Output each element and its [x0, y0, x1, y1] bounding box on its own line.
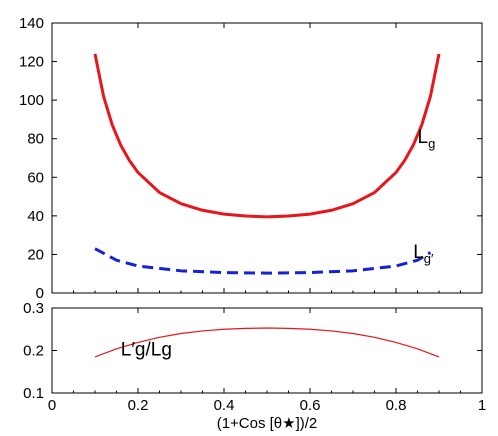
y-tick-label: 0.1: [23, 385, 44, 402]
bottom-panel: 0 0.2 0.4 0.6 0.8 1 0.1 0.2 0.3 L′g/Lg (1+Cos [θ★]…: [23, 300, 486, 432]
y-tick-label: 80: [27, 131, 44, 148]
series-label: Lg′: [413, 242, 434, 266]
y-tick-label: 60: [27, 169, 44, 186]
top-panel: 0 20 40 60 80 100 120 140 Lg Lg′: [19, 15, 483, 302]
series-line-0-1: [94, 247, 432, 275]
x-tick-label: 0.6: [300, 397, 321, 414]
x-tick-label: 0.2: [128, 397, 149, 414]
y-tick-label: 120: [19, 54, 44, 71]
y-tick-label: 40: [27, 208, 44, 225]
y-tick-label: 20: [27, 246, 44, 263]
x-tick-label: 0.4: [214, 397, 235, 414]
y-tick-label: 100: [19, 92, 44, 109]
series-line-1-0: [94, 327, 440, 358]
x-axis-label: (1+Cos [θ★])/2: [217, 415, 318, 432]
y-tick-label: 140: [19, 15, 44, 32]
y-tick-label: 0.2: [23, 343, 44, 360]
x-tick-label: 0.8: [386, 397, 407, 414]
x-tick-label: 0: [48, 397, 56, 414]
series-label: L′g/Lg: [121, 340, 172, 361]
bottom-plot-frame: [51, 307, 483, 394]
y-tick-label: 0: [36, 285, 44, 302]
x-tick-label: 1: [478, 397, 486, 414]
series-label: Lg: [418, 127, 436, 151]
y-tick-label: 0.3: [23, 300, 44, 317]
series-line-0-0: [93, 53, 441, 219]
